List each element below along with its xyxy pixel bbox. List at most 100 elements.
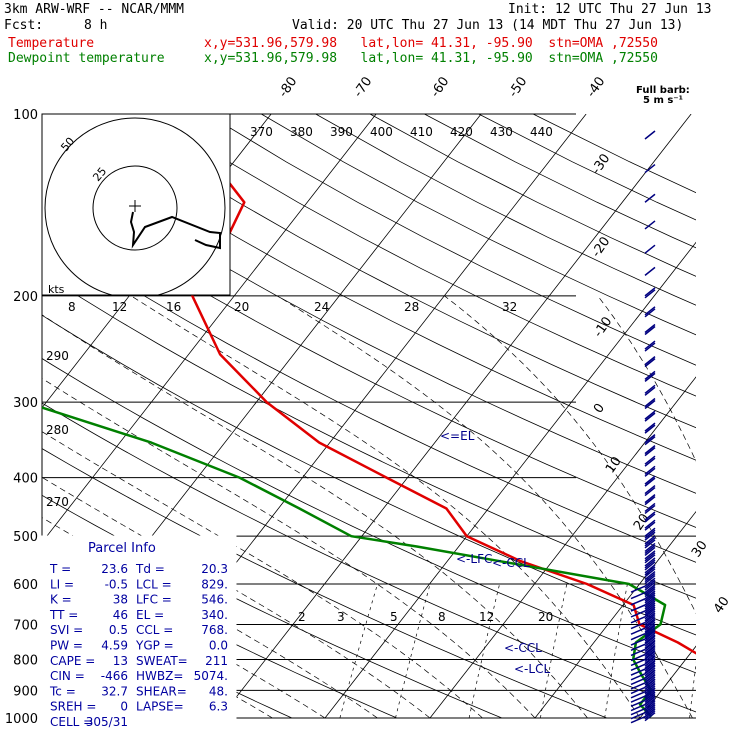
mixing-ratio-label-top: 32: [502, 300, 517, 314]
wind-barb-flag: [644, 535, 656, 545]
wind-barb-flag: [644, 266, 656, 276]
mixing-ratio-label-top: 8: [68, 300, 76, 314]
wind-barb-staff: [630, 648, 646, 657]
wind-barb: [644, 484, 656, 497]
wind-barb-flag: [644, 342, 656, 352]
hodograph-ring-inner: [92, 165, 178, 251]
mixing-ratio-label-top: 24: [314, 300, 329, 314]
dry-adiabat-line: [152, 114, 696, 397]
parcel-info-value: 20.3: [201, 562, 228, 576]
wind-barb: [644, 542, 656, 557]
moist-adiabat-line: [277, 295, 693, 718]
theta-label: 430: [490, 125, 513, 139]
wind-barb-flag: [644, 590, 656, 600]
wind-barb-flag: [644, 689, 656, 699]
dry-adiabat-line: [42, 150, 696, 494]
isotherm-label: 30: [689, 538, 711, 560]
wind-barb-flag: [644, 655, 656, 665]
wind-barb: [644, 356, 656, 368]
wind-barb: [644, 434, 656, 446]
wind-barb-flag: [644, 561, 656, 571]
wind-barb-flag: [644, 642, 656, 653]
wind-barb-staff: [630, 673, 646, 681]
parcel-info-key: HWBZ=: [136, 669, 183, 683]
wind-barb-staff: [630, 682, 646, 690]
mixing-ratio-line: [468, 583, 500, 718]
wind-barb-flag: [644, 695, 656, 706]
wind-barb-flag: [644, 592, 656, 602]
dry-adiabat-line: [42, 190, 696, 528]
temperature-legend-info: x,y=531.96,579.98 lat,lon= 41.31, -95.90…: [204, 36, 658, 51]
wind-barb-flag: [644, 575, 656, 585]
pressure-tick-label: 1000: [5, 712, 38, 727]
level-marker-label: <-CCL: [492, 556, 530, 570]
mixing-ratio-label-bottom: 12: [479, 610, 494, 624]
wind-barb-flag: [644, 340, 656, 350]
wind-barb-flag: [644, 527, 656, 537]
wind-barb-flag: [644, 445, 656, 455]
wind-barb: [630, 602, 656, 618]
wind-barb-flag: [644, 542, 656, 553]
parcel-info-value: 0: [120, 700, 128, 714]
wind-barb-flag: [644, 529, 656, 539]
wind-barb-column: [630, 130, 656, 724]
dry-adiabat-line: [532, 114, 696, 194]
parcel-info-key: CCL =: [136, 623, 173, 637]
wind-barb: [644, 384, 656, 396]
wind-barb: [630, 590, 656, 606]
wind-barb-staff: [630, 627, 646, 635]
wind-barb-flag: [644, 552, 656, 562]
forecast-label: Fcst:: [4, 18, 44, 33]
isotherm-label: -50: [506, 74, 530, 100]
wind-barb: [644, 323, 656, 336]
wind-barb-flag: [644, 384, 656, 394]
parcel-info-value: 0.5: [109, 623, 128, 637]
parcel-info-value: 340.: [201, 608, 228, 622]
wind-barb-staff: [630, 585, 646, 593]
wind-barb-flag: [644, 486, 656, 497]
wind-barb: [644, 519, 656, 531]
wind-barb-flag: [644, 632, 656, 642]
wind-barb-flag: [644, 613, 656, 624]
wind-barb-flag: [644, 625, 656, 635]
pressure-tick-label: 600: [13, 578, 38, 593]
wind-barb-flag: [644, 676, 656, 686]
wind-barb: [630, 640, 656, 657]
isotherm-label: 40: [711, 594, 733, 616]
wind-barb-flag: [644, 612, 656, 622]
dry-adiabat-line: [369, 114, 696, 277]
wind-barb-flag: [644, 412, 656, 422]
theta-left-label: 270: [46, 495, 69, 509]
wind-barb: [644, 455, 656, 467]
wind-barb-staff: [630, 695, 646, 703]
wind-barb: [644, 220, 656, 230]
wind-barb: [644, 287, 656, 299]
moist-adiabat-line: [718, 296, 740, 718]
wind-barb-flag: [644, 671, 656, 682]
mixing-ratio-label-top: 20: [234, 300, 249, 314]
theta-label: 390: [330, 125, 353, 139]
wind-barb-staff: [630, 707, 646, 716]
parcel-info-key: Tc =: [49, 684, 76, 698]
wind-barb-flag: [644, 306, 656, 316]
wind-barb-flag: [644, 244, 656, 254]
mixing-ratio-line: [395, 583, 431, 718]
parcel-info-key: SWEAT=: [136, 654, 188, 668]
wind-barb-flag: [644, 568, 656, 578]
parcel-info-value: 32.7: [101, 684, 128, 698]
wind-barb-flag: [644, 457, 656, 467]
parcel-info-key: CIN =: [50, 669, 85, 683]
wind-barb-flag: [644, 697, 656, 708]
parcel-info-value: -0.5: [105, 577, 128, 591]
isotherm-label: -80: [276, 74, 300, 100]
wind-barb-flag: [644, 602, 656, 612]
init-time: Init: 12 UTC Thu 27 Jun 13: [508, 2, 712, 17]
wind-barb-flag: [644, 634, 656, 644]
wind-barb: [644, 527, 656, 541]
wind-barb-flag: [644, 386, 656, 396]
wind-barb: [644, 422, 656, 434]
wind-barb: [630, 596, 656, 612]
parcel-info-key: LFC =: [136, 593, 172, 607]
dry-adiabat-line: [42, 272, 696, 599]
wind-barb-flag: [644, 606, 656, 616]
